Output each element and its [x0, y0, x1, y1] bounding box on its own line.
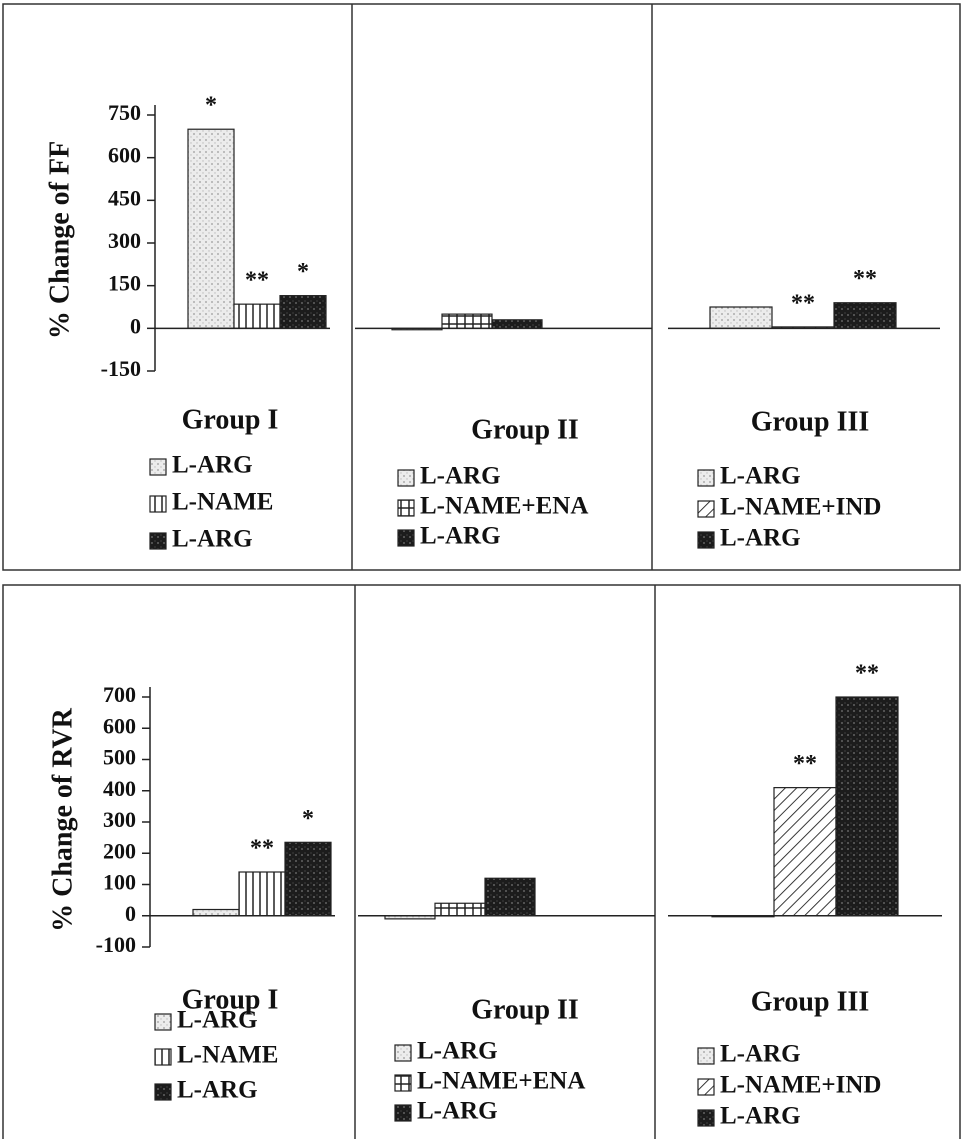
y-tick-label: 400: [103, 776, 136, 801]
legend-label: L-NAME: [177, 1042, 278, 1069]
legend-swatch: [398, 530, 414, 546]
bar: [710, 307, 772, 328]
legend-swatch: [155, 1049, 171, 1065]
legend-label: L-ARG: [420, 463, 501, 490]
y-tick-label: 200: [103, 838, 136, 863]
bar: [492, 320, 542, 329]
bar-annotation: *: [205, 93, 217, 119]
legend-swatch: [150, 459, 166, 475]
y-tick-label: 100: [103, 870, 136, 895]
legend-label: L-ARG: [417, 1038, 498, 1065]
legend-swatch: [395, 1105, 411, 1121]
y-axis-label: % Change of FF: [44, 141, 75, 339]
y-tick-label: 600: [103, 713, 136, 738]
bar: [188, 129, 234, 328]
legend-label: L-ARG: [172, 452, 253, 479]
group-title: Group III: [751, 986, 870, 1017]
y-tick-label: 300: [108, 228, 141, 253]
legend-swatch: [698, 501, 714, 517]
legend-swatch: [698, 1048, 714, 1064]
group-title: Group II: [471, 994, 579, 1025]
legend-label: L-ARG: [420, 523, 501, 550]
bar-annotation: **: [245, 268, 269, 294]
group-title: Group I: [182, 404, 279, 435]
legend-swatch: [155, 1084, 171, 1100]
legend-swatch: [150, 533, 166, 549]
bar: [193, 910, 239, 916]
legend-swatch: [698, 1110, 714, 1126]
group-title: Group II: [471, 414, 579, 445]
legend-swatch: [398, 470, 414, 486]
legend-swatch: [395, 1045, 411, 1061]
legend-label: L-NAME: [172, 489, 273, 516]
bar: [234, 304, 280, 328]
legend-label: L-ARG: [720, 1103, 801, 1130]
y-tick-label: 300: [103, 807, 136, 832]
bar: [485, 878, 535, 916]
bar: [836, 697, 898, 916]
legend-label: L-ARG: [177, 1077, 258, 1104]
y-tick-label: 500: [103, 745, 136, 770]
bar-annotation: *: [302, 806, 314, 832]
y-tick-label: 0: [130, 313, 141, 338]
group-title: Group III: [751, 406, 870, 437]
y-tick-label: 450: [108, 185, 141, 210]
bar: [442, 314, 492, 328]
legend-label: L-ARG: [172, 526, 253, 553]
bar-annotation: **: [855, 661, 879, 687]
y-tick-label: 750: [108, 100, 141, 125]
bar: [285, 842, 331, 915]
y-tick-label: 0: [125, 901, 136, 926]
bar: [774, 788, 836, 916]
legend-label: L-NAME+ENA: [417, 1068, 585, 1095]
bar-annotation: **: [791, 290, 815, 316]
bar: [280, 296, 326, 329]
bar: [435, 903, 485, 916]
y-tick-label: 150: [108, 271, 141, 296]
y-tick-label: -150: [101, 356, 141, 381]
y-axis-label: % Change of RVR: [47, 707, 78, 932]
legend-label: L-ARG: [417, 1098, 498, 1125]
legend-label: L-NAME+IND: [720, 494, 881, 521]
legend-swatch: [698, 532, 714, 548]
bar-annotation: **: [853, 266, 877, 292]
y-tick-label: 700: [103, 682, 136, 707]
y-tick-label: 600: [108, 143, 141, 168]
legend-label: L-NAME+IND: [720, 1072, 881, 1099]
legend-label: L-ARG: [720, 1041, 801, 1068]
bar-annotation: **: [250, 836, 274, 862]
bar-annotation: **: [793, 751, 817, 777]
bar: [239, 872, 285, 916]
legend-swatch: [398, 500, 414, 516]
legend-swatch: [395, 1075, 411, 1091]
legend-swatch: [155, 1014, 171, 1030]
legend-label: L-ARG: [720, 525, 801, 552]
bar-annotation: *: [297, 259, 309, 285]
legend-swatch: [698, 470, 714, 486]
group-title: Group I: [182, 984, 279, 1015]
legend-swatch: [150, 496, 166, 512]
figure: -150 0 150 300 450 600 750 % Change of FF * L-ARG…: [0, 0, 963, 1139]
bar: [834, 303, 896, 329]
legend-label: L-NAME+ENA: [420, 493, 588, 520]
legend-swatch: [698, 1079, 714, 1095]
y-tick-label: -100: [96, 932, 136, 957]
legend-label: L-ARG: [720, 463, 801, 490]
